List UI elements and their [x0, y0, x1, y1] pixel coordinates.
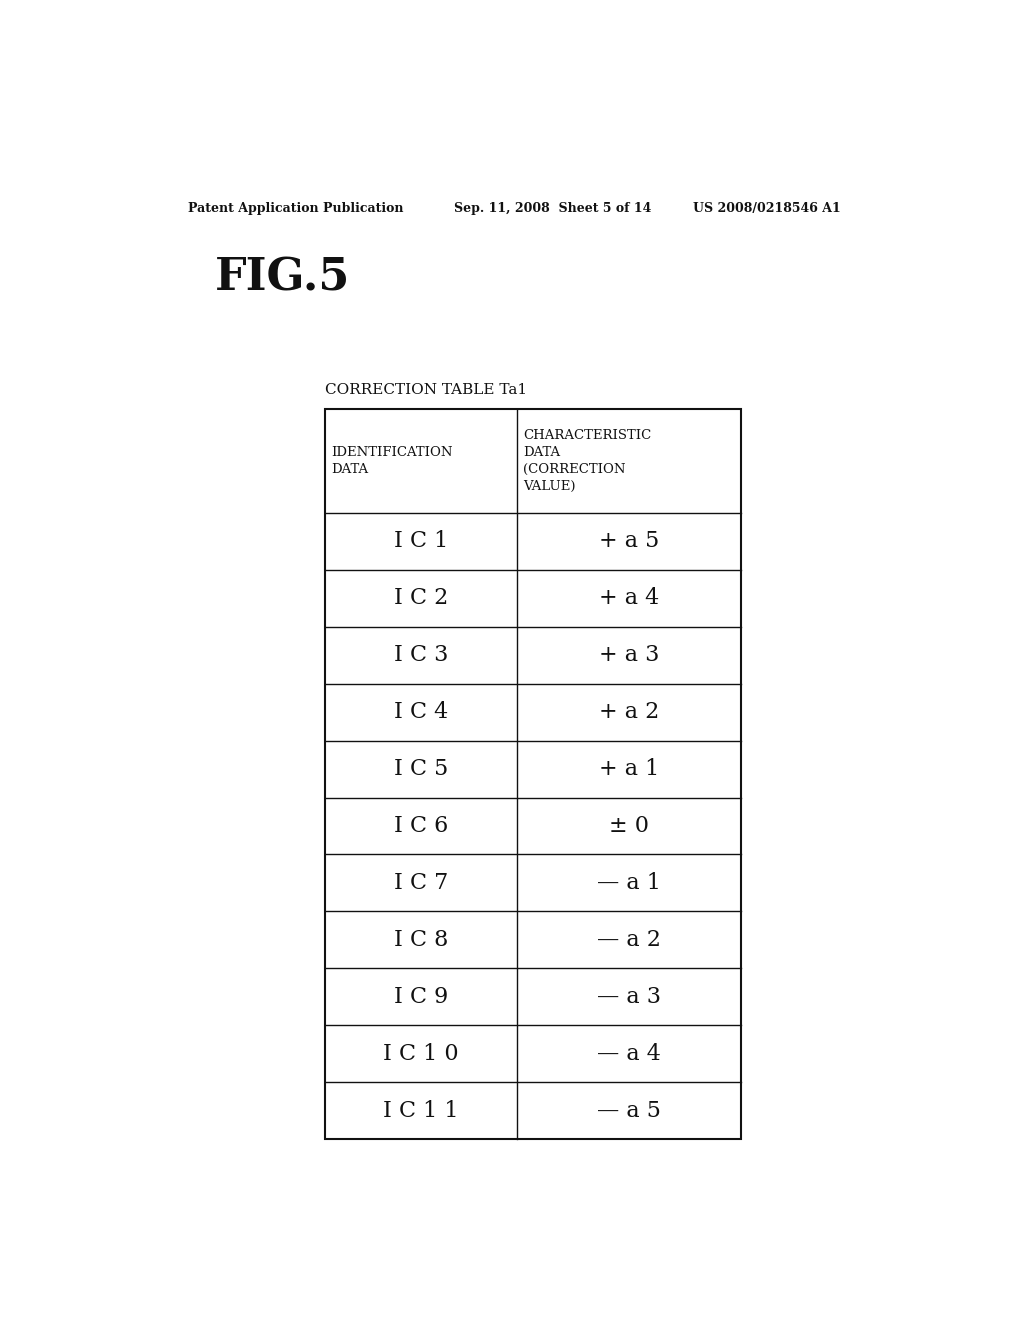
Text: + a 3: + a 3	[599, 644, 659, 667]
Text: I C 1: I C 1	[394, 531, 449, 552]
Text: US 2008/0218546 A1: US 2008/0218546 A1	[692, 202, 841, 215]
Text: I C 5: I C 5	[394, 758, 449, 780]
Text: + a 5: + a 5	[599, 531, 659, 552]
Bar	[326, 409, 741, 1139]
Text: I C 7: I C 7	[394, 873, 449, 894]
Text: CORRECTION TABLE Ta1: CORRECTION TABLE Ta1	[326, 383, 527, 397]
Text: — a 5: — a 5	[597, 1100, 662, 1122]
Text: I C 9: I C 9	[394, 986, 449, 1008]
Text: Sep. 11, 2008  Sheet 5 of 14: Sep. 11, 2008 Sheet 5 of 14	[454, 202, 651, 215]
Text: I C 3: I C 3	[394, 644, 449, 667]
Text: — a 4: — a 4	[597, 1043, 662, 1065]
Text: + a 4: + a 4	[599, 587, 659, 609]
Text: FIG.5: FIG.5	[215, 256, 350, 300]
Text: I C 2: I C 2	[394, 587, 449, 609]
Text: IDENTIFICATION
DATA: IDENTIFICATION DATA	[332, 446, 453, 475]
Text: — a 1: — a 1	[597, 873, 662, 894]
Text: CHARACTERISTIC
DATA
(CORRECTION
VALUE): CHARACTERISTIC DATA (CORRECTION VALUE)	[523, 429, 651, 492]
Text: — a 3: — a 3	[597, 986, 662, 1008]
Text: Patent Application Publication: Patent Application Publication	[188, 202, 403, 215]
Text: I C 1 1: I C 1 1	[383, 1100, 459, 1122]
Text: I C 8: I C 8	[394, 929, 449, 950]
Text: ± 0: ± 0	[609, 814, 649, 837]
Text: I C 4: I C 4	[394, 701, 449, 723]
Text: + a 1: + a 1	[599, 758, 659, 780]
Text: I C 1 0: I C 1 0	[383, 1043, 459, 1065]
Text: — a 2: — a 2	[597, 929, 662, 950]
Text: I C 6: I C 6	[394, 814, 449, 837]
Text: + a 2: + a 2	[599, 701, 659, 723]
